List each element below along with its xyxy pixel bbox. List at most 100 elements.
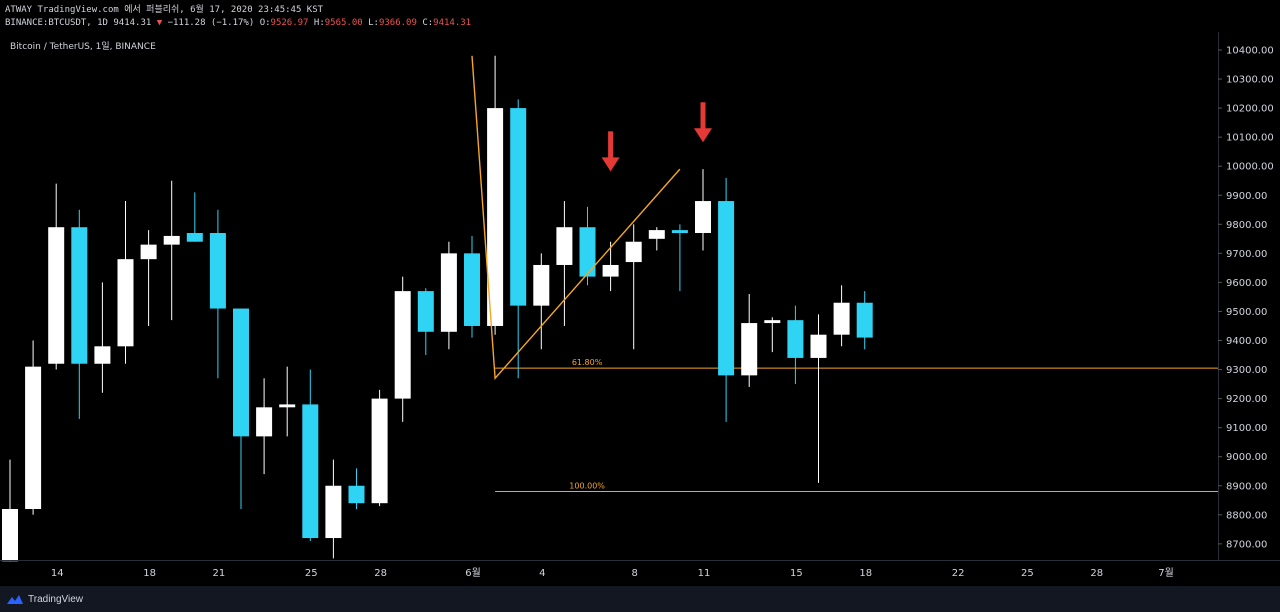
candle xyxy=(856,291,873,350)
y-tick-label: 9000.00 xyxy=(1226,452,1267,463)
candle xyxy=(787,305,804,385)
candle-body xyxy=(348,485,365,504)
y-tick-label: 9500.00 xyxy=(1226,307,1267,318)
candle-body xyxy=(325,485,342,539)
x-tick-label: 7월 xyxy=(1158,567,1174,579)
fib-level-label: 61.80% xyxy=(572,358,603,367)
candle-body xyxy=(302,404,319,539)
candle-body xyxy=(371,398,388,504)
candle-body xyxy=(256,407,273,437)
x-tick-label: 8 xyxy=(632,568,638,579)
y-tick-label: 10000.00 xyxy=(1226,162,1274,173)
chart-header: ATWAY TradingView.com 에서 퍼블리쉬, 6월 17, 20… xyxy=(0,0,1280,32)
ohlc-info: BINANCE:BTCUSDT, 1D 9414.31 ▼ −111.28 (−… xyxy=(5,17,471,29)
y-tick-label: 10400.00 xyxy=(1226,46,1274,57)
y-tick-label: 10100.00 xyxy=(1226,133,1274,144)
candle-body xyxy=(579,227,596,277)
chart-frame[interactable]: 61.80% 100.00% 10400.00 10300.00 10200.00 10… xyxy=(0,32,1280,586)
x-tick-label: 28 xyxy=(1090,568,1103,579)
low-value: 9366.09 xyxy=(378,18,417,28)
candle-body xyxy=(625,241,642,263)
candle xyxy=(186,192,203,242)
candle xyxy=(464,235,480,338)
candle xyxy=(256,378,273,475)
symbol-label: BINANCE:BTCUSDT, 1D 9414.31 xyxy=(5,18,152,28)
candle-body xyxy=(186,233,203,242)
candle xyxy=(625,224,642,350)
open-label: O: xyxy=(259,18,271,28)
candle-body xyxy=(533,264,550,306)
candle-body xyxy=(556,227,573,265)
candle xyxy=(209,209,226,379)
candle xyxy=(140,230,157,326)
candle xyxy=(556,201,573,326)
candle xyxy=(718,177,735,422)
candle-body xyxy=(695,201,711,234)
fib-level-label: 100.00% xyxy=(569,482,605,491)
candle xyxy=(417,288,434,356)
candle-body xyxy=(48,227,65,364)
candle-body xyxy=(2,508,18,562)
brand-name: TradingView xyxy=(28,593,84,605)
x-tick-label: 21 xyxy=(213,568,226,579)
candle xyxy=(833,285,850,347)
candle xyxy=(348,468,365,509)
candle-body xyxy=(71,227,88,364)
candle-body xyxy=(718,201,735,376)
x-tick-label: 18 xyxy=(143,568,156,579)
candle-body xyxy=(787,320,804,358)
x-tick-label: 22 xyxy=(952,568,965,579)
candle-body xyxy=(833,302,850,335)
high-label: H: xyxy=(313,18,325,28)
arrow-shaft xyxy=(700,102,706,131)
high-value: 9565.00 xyxy=(324,18,363,28)
arrow-head xyxy=(694,128,712,143)
tradingview-logo-icon xyxy=(7,594,23,604)
candle-body xyxy=(163,235,180,245)
candle xyxy=(741,294,758,387)
y-tick-label: 8800.00 xyxy=(1226,510,1267,521)
arrow-head xyxy=(601,157,620,172)
candle-body xyxy=(209,233,226,309)
x-tick-label: 25 xyxy=(305,568,318,579)
candle-body xyxy=(140,244,157,260)
candle-body xyxy=(417,291,434,332)
y-tick-label: 8700.00 xyxy=(1226,539,1267,550)
candle xyxy=(2,459,18,562)
candle xyxy=(602,241,619,292)
candle-body xyxy=(602,264,619,277)
y-tick-label: 10200.00 xyxy=(1226,104,1274,115)
publish-info: ATWAY TradingView.com 에서 퍼블리쉬, 6월 17, 20… xyxy=(5,5,324,15)
close-label: C: xyxy=(422,18,434,28)
candle-body xyxy=(25,366,42,509)
candle-body xyxy=(741,323,758,376)
x-tick-label: 11 xyxy=(698,568,711,579)
candle xyxy=(533,253,550,350)
candle xyxy=(394,276,411,422)
change-value: −111.28 (−1.17%) xyxy=(167,18,255,28)
candle-body xyxy=(279,404,296,408)
candle xyxy=(233,308,249,509)
x-tick-label: 14 xyxy=(51,568,64,579)
candle xyxy=(764,317,781,353)
x-tick-label: 18 xyxy=(859,568,872,579)
candle xyxy=(94,282,111,393)
candle xyxy=(440,241,457,350)
candle xyxy=(671,224,688,292)
down-arrow-icon xyxy=(694,102,712,143)
candle xyxy=(302,369,319,541)
candle-body xyxy=(440,253,457,332)
candle-body xyxy=(394,291,411,399)
x-tick-label: 6월 xyxy=(465,567,481,579)
candle xyxy=(25,340,42,515)
tradingview-brand[interactable]: TradingView xyxy=(6,594,83,605)
open-value: 9526.97 xyxy=(270,18,309,28)
candle-body xyxy=(856,302,873,338)
candle xyxy=(117,201,134,364)
candle xyxy=(325,459,342,559)
footer-bar: TradingView xyxy=(0,586,1280,612)
y-tick-label: 9400.00 xyxy=(1226,336,1267,347)
candle-body xyxy=(464,253,480,326)
candle-body xyxy=(487,108,504,326)
candlestick-chart[interactable]: 61.80% 100.00% 10400.00 10300.00 10200.00 10… xyxy=(0,32,1280,586)
